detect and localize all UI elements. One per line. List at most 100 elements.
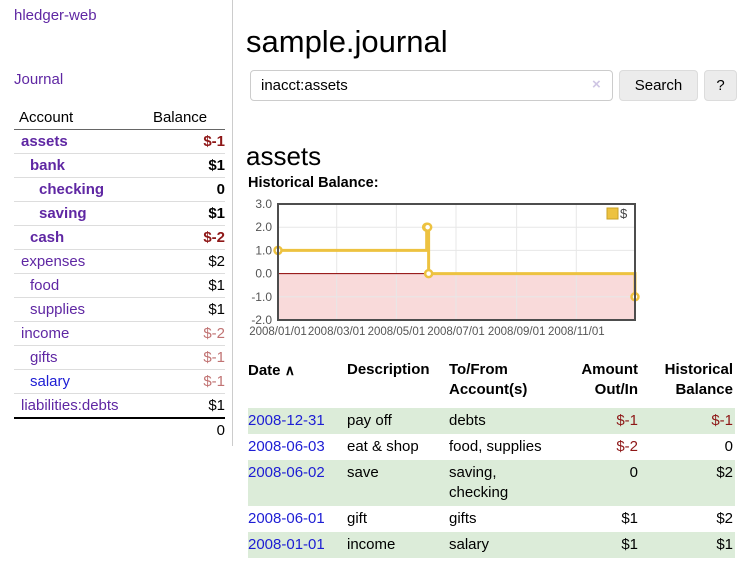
account-balance: $-1 <box>152 345 225 370</box>
legend-label: $ <box>620 206 628 221</box>
brand-link[interactable]: hledger-web <box>14 7 97 24</box>
chart-label: Historical Balance: <box>248 175 379 191</box>
transaction-date-link[interactable]: 2008-06-01 <box>248 510 325 527</box>
y-axis-tick-label: 0.0 <box>255 267 272 281</box>
transaction-description: eat & shop <box>347 438 419 455</box>
register-column-header: Description <box>347 361 430 378</box>
transaction-balance: $2 <box>716 510 733 527</box>
account-link[interactable]: bank <box>30 157 66 174</box>
account-row: checking 0 <box>14 177 225 202</box>
transaction-date-link[interactable]: 2008-06-02 <box>248 464 325 481</box>
transaction-accounts: salary <box>449 536 490 553</box>
account-link[interactable]: liabilities:debts <box>21 397 119 414</box>
account-row: assets $-1 <box>14 130 225 154</box>
accounts-total-row: 0 <box>14 417 225 442</box>
search-input[interactable] <box>250 70 613 101</box>
accounts-column-header: Account <box>14 106 153 130</box>
transaction-accounts: debts <box>449 412 486 429</box>
data-point-marker <box>423 268 434 279</box>
y-axis-tick-label: -2.0 <box>251 313 272 327</box>
register-table: Date ∧ Description To/From Account(s) Amoun… <box>248 356 735 558</box>
y-axis-tick-label: -1.0 <box>251 290 272 304</box>
historical-balance-chart: $3.0 2.0 1.0 0.0 -1.0 -2.0 2008/01/01 2008/03/0… <box>240 197 640 346</box>
transaction-balance: $-1 <box>711 412 733 429</box>
sort-asc-icon[interactable]: ∧ <box>284 362 295 378</box>
y-axis-tick-label: 2.0 <box>255 220 272 234</box>
account-row: income $-2 <box>14 321 225 346</box>
register-row: 2008-01-01 income salary $1 $1 <box>248 532 735 558</box>
register-column-header: Historical Balance <box>664 361 733 398</box>
sidebar-item-journal[interactable]: Journal <box>14 71 64 88</box>
account-balance: $-2 <box>152 321 225 346</box>
account-link[interactable]: checking <box>39 181 105 198</box>
transaction-amount: 0 <box>629 464 638 481</box>
account-row: expenses $2 <box>14 249 225 274</box>
transaction-accounts: food, supplies <box>449 438 542 455</box>
account-balance: $1 <box>152 153 225 178</box>
account-row: food $1 <box>14 273 225 298</box>
register-row: 2008-06-01 gift gifts $1 $2 <box>248 506 735 532</box>
account-link[interactable]: food <box>30 277 60 294</box>
transaction-date-link[interactable]: 2008-01-01 <box>248 536 325 553</box>
search-button[interactable]: Search <box>619 70 698 101</box>
account-link[interactable]: expenses <box>21 253 86 270</box>
x-axis-tick-label: 2008/03/01 <box>308 326 366 338</box>
x-axis-tick-label: 2008/07/01 <box>427 326 485 338</box>
accounts-table-header: Account Balance <box>14 106 225 130</box>
register-column-header: Amount Out/In <box>581 361 638 398</box>
help-button[interactable]: ? <box>704 70 737 101</box>
account-row: gifts $-1 <box>14 345 225 370</box>
transaction-amount: $-1 <box>616 412 638 429</box>
transaction-amount: $1 <box>621 510 638 527</box>
transaction-accounts: saving, checking <box>449 464 509 501</box>
transaction-date-link[interactable]: 2008-06-03 <box>248 438 325 455</box>
transaction-date-link[interactable]: 2008-12-31 <box>248 412 325 429</box>
page-title: sample.journal <box>246 23 448 59</box>
register-row: 2008-12-31 pay off debts $-1 $-1 <box>248 408 735 434</box>
x-axis-tick-label: 2008/01/01 <box>249 326 307 338</box>
register-row: 2008-06-03 eat & shop food, supplies $-2 0 <box>248 434 735 460</box>
transaction-balance: $1 <box>716 536 733 553</box>
account-balance: $1 <box>152 297 225 322</box>
account-balance: $-1 <box>152 369 225 394</box>
transaction-accounts: gifts <box>449 510 477 527</box>
balance-column-header: Balance <box>152 106 225 130</box>
plot-border <box>277 203 636 321</box>
account-link[interactable]: supplies <box>30 301 86 318</box>
account-link[interactable]: cash <box>30 229 65 246</box>
account-link[interactable]: gifts <box>30 349 58 366</box>
account-link[interactable]: income <box>21 325 70 342</box>
accounts-table-body: assets $-1 bank $1 checking 0 saving $1 cash $-2 e… <box>14 130 225 442</box>
transaction-description: pay off <box>347 412 392 429</box>
account-row: liabilities:debts $1 <box>14 393 225 418</box>
legend-swatch <box>606 207 619 220</box>
transaction-balance: $2 <box>716 464 733 481</box>
accounts-table: Account Balance assets $-1 bank $1 checking 0… <box>14 106 225 442</box>
account-balance: $2 <box>152 249 225 274</box>
account-balance: $1 <box>152 273 225 298</box>
transaction-description: income <box>347 536 396 553</box>
accounts-total-value: 0 <box>152 417 225 442</box>
account-link[interactable]: salary <box>30 373 71 390</box>
clear-search-icon[interactable]: × <box>592 76 601 93</box>
account-row: supplies $1 <box>14 297 225 322</box>
y-axis-tick-label: 1.0 <box>255 243 272 257</box>
account-link[interactable]: saving <box>39 205 87 222</box>
register-column-header[interactable]: Date ∧ <box>248 362 295 379</box>
account-balance: $1 <box>152 201 225 226</box>
account-row: bank $1 <box>14 153 225 178</box>
y-axis-tick-label: 3.0 <box>255 198 272 211</box>
x-axis-tick-label: 2008/05/01 <box>368 326 426 338</box>
transaction-balance: 0 <box>724 438 733 455</box>
account-title: assets <box>246 140 322 171</box>
account-row: salary $-1 <box>14 369 225 394</box>
register-body: 2008-12-31 pay off debts $-1 $-1 2008-06-03 ea… <box>248 408 735 558</box>
account-link[interactable]: assets <box>21 133 68 150</box>
account-balance: 0 <box>152 177 225 202</box>
register-column-header: To/From Account(s) <box>449 361 528 398</box>
account-row: cash $-2 <box>14 225 225 250</box>
register-row: 2008-06-02 save saving, checking 0 $2 <box>248 460 735 506</box>
account-balance: $1 <box>152 393 225 418</box>
sidebar: hledger-web Journal Account Balance asse… <box>0 0 233 446</box>
x-axis-tick-label: 2008/09/01 <box>488 326 546 338</box>
